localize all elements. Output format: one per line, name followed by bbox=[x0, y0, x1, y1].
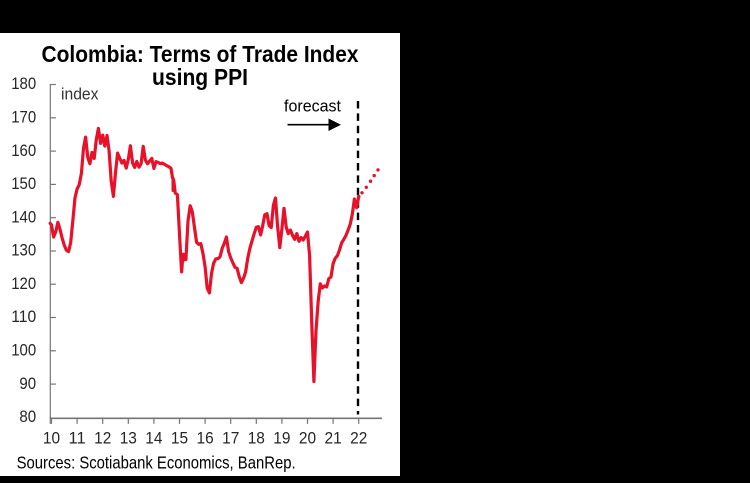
svg-text:80: 80 bbox=[19, 407, 36, 426]
svg-text:index: index bbox=[61, 85, 99, 104]
svg-text:13: 13 bbox=[120, 429, 137, 448]
svg-text:20: 20 bbox=[299, 429, 316, 448]
svg-text:100: 100 bbox=[11, 341, 36, 360]
svg-text:Colombia: Terms of Trade Index: Colombia: Terms of Trade Index bbox=[42, 41, 359, 67]
svg-text:18: 18 bbox=[248, 429, 265, 448]
svg-text:90: 90 bbox=[19, 374, 36, 393]
svg-text:120: 120 bbox=[11, 274, 36, 293]
svg-text:12: 12 bbox=[94, 429, 111, 448]
svg-text:10: 10 bbox=[43, 429, 60, 448]
svg-text:forecast: forecast bbox=[284, 97, 341, 116]
svg-text:110: 110 bbox=[11, 307, 36, 326]
svg-text:14: 14 bbox=[145, 429, 162, 448]
svg-text:130: 130 bbox=[11, 241, 36, 260]
svg-text:21: 21 bbox=[325, 429, 342, 448]
svg-text:17: 17 bbox=[222, 429, 239, 448]
svg-text:Sources: Scotiabank Economics,: Sources: Scotiabank Economics, BanRep. bbox=[17, 452, 296, 472]
svg-text:19: 19 bbox=[273, 429, 290, 448]
svg-text:180: 180 bbox=[11, 74, 36, 93]
svg-text:using PPI: using PPI bbox=[152, 64, 248, 90]
svg-text:170: 170 bbox=[11, 108, 36, 127]
svg-text:150: 150 bbox=[11, 174, 36, 193]
svg-text:22: 22 bbox=[350, 429, 367, 448]
svg-text:140: 140 bbox=[11, 207, 36, 226]
svg-text:160: 160 bbox=[11, 141, 36, 160]
svg-text:11: 11 bbox=[69, 429, 86, 448]
svg-text:15: 15 bbox=[171, 429, 188, 448]
svg-text:16: 16 bbox=[197, 429, 214, 448]
